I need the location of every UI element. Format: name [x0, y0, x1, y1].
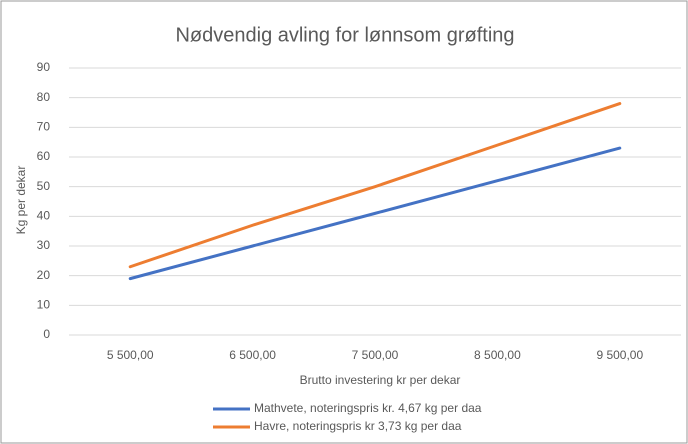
y-axis-title: Kg per dekar	[14, 166, 28, 235]
chart-title: Nødvendig avling for lønnsom grøfting	[175, 24, 514, 46]
data-line	[128, 146, 622, 281]
legend-label: Havre, noteringspris kr 3,73 kg per daa	[254, 419, 462, 433]
x-tick-label: 9 500,00	[596, 348, 643, 362]
x-tick-label: 6 500,00	[229, 348, 276, 362]
x-tick-label: 5 500,00	[107, 348, 154, 362]
y-tick-label: 50	[37, 179, 51, 193]
y-tick-label: 10	[37, 298, 51, 312]
x-tick-label: 8 500,00	[474, 348, 521, 362]
y-tick-label: 70	[37, 120, 51, 134]
y-tick-label: 30	[37, 238, 51, 252]
y-tick-label: 90	[37, 60, 51, 74]
legend-label: Mathvete, noteringspris kr. 4,67 kg per …	[254, 401, 482, 415]
data-line	[128, 102, 622, 269]
y-tick-label: 40	[37, 209, 51, 223]
y-tick-label: 0	[43, 327, 50, 341]
y-tick-label: 60	[37, 149, 51, 163]
y-tick-label: 20	[37, 268, 51, 282]
x-tick-label: 7 500,00	[352, 348, 399, 362]
x-axis-title: Brutto investering kr per dekar	[300, 373, 461, 387]
y-tick-label: 80	[37, 90, 51, 104]
